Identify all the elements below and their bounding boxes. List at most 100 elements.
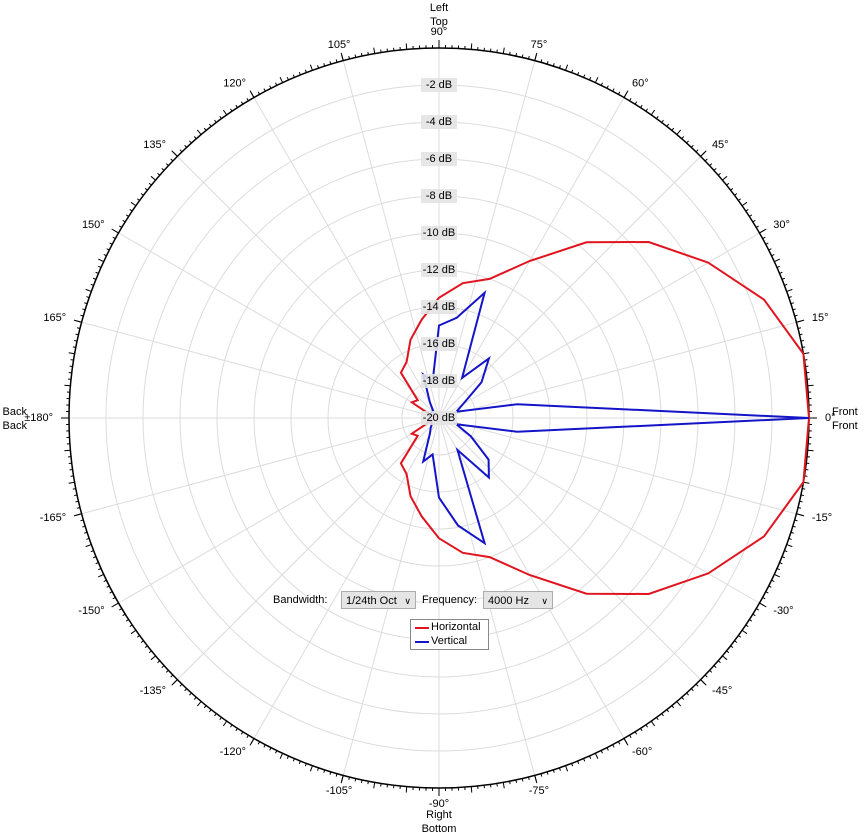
dropdown-arrow: ∨ [404,596,411,606]
minor-tick [196,701,202,707]
minor-tick [373,47,376,54]
minor-tick [797,327,802,329]
theta-tick [534,52,538,61]
minor-tick [92,277,97,280]
minor-tick [269,85,272,89]
minor-tick [109,242,113,245]
minor-tick [571,69,574,73]
minor-tick [82,308,86,311]
minor-tick [583,74,586,78]
minor-tick [765,242,769,245]
r-tick-label: -12 dB [423,264,455,276]
minor-tick [794,519,798,522]
minor-tick [84,302,88,305]
minor-tick [765,591,769,594]
minor-tick [797,507,802,509]
direction-label: Front [832,420,858,432]
r-tick-label: -2 dB [426,79,452,91]
theta-tick [700,679,707,686]
minor-tick [64,449,71,452]
minor-tick [713,665,717,668]
minor-tick [184,688,188,692]
minor-tick [509,781,511,785]
minor-tick [193,136,197,140]
minor-tick [565,765,569,772]
minor-tick [140,640,144,643]
theta-tick [534,775,538,784]
minor-tick [738,635,742,638]
minor-tick [807,449,814,452]
minor-tick [558,767,561,771]
theta-tick-label: -120° [220,746,246,758]
minor-tick [704,158,708,162]
minor-tick [640,728,643,732]
minor-tick [189,140,192,144]
minor-tick [106,248,110,251]
minor-tick [246,734,249,738]
minor-tick [170,158,174,162]
minor-tick [360,53,363,57]
minor-tick [257,91,261,95]
minor-tick [354,778,357,782]
minor-tick [666,709,670,713]
minor-tick [208,709,212,713]
minor-tick [779,271,783,274]
r-tick-label: -18 dB [423,375,455,387]
theta-tick-label: -45° [712,685,732,697]
grid-spoke [118,417,440,604]
grid-spoke [438,417,797,515]
minor-tick [157,172,161,176]
minor-tick [734,193,738,196]
minor-tick [800,339,804,342]
minor-tick [771,254,775,257]
r-label-bg [421,152,457,166]
minor-tick [509,51,511,55]
theta-tick [111,228,119,234]
minor-tick [323,63,326,67]
theta-tick-label: 150° [82,219,105,231]
minor-tick [72,346,76,348]
minor-tick [709,163,713,167]
series-line [421,289,810,546]
minor-tick [219,717,222,721]
minor-tick [612,744,615,748]
minor-tick [784,550,788,553]
minor-tick [98,568,102,571]
minor-tick [755,608,759,611]
minor-tick [752,219,756,223]
frequency-select[interactable]: 4000 Hz ∨ [483,591,553,609]
theta-tick [796,513,805,517]
grid-spoke [342,60,440,419]
minor-tick [521,778,524,782]
minor-tick [528,776,530,781]
direction-label: Bottom [422,823,457,835]
r-label-bg [421,189,457,203]
minor-tick [405,786,408,793]
r-label-bg [421,78,457,92]
minor-tick [98,258,104,263]
theta-tick-label: -150° [78,605,104,617]
grid-spoke [177,417,440,680]
theta-tick-label: 75° [531,39,548,51]
minor-tick [74,494,78,497]
minor-tick [676,701,682,707]
minor-tick [640,104,643,108]
minor-tick [800,494,804,497]
r-tick-label: -14 dB [423,301,455,313]
r-tick-label: -6 dB [426,153,452,165]
minor-tick [515,53,518,57]
minor-tick [690,688,694,692]
minor-tick [222,109,228,116]
minor-tick [335,773,338,777]
bandwidth-select[interactable]: 1/24th Oct ∨ [341,591,416,609]
theta-tick-label: 15° [812,312,829,324]
minor-tick [122,613,126,617]
minor-tick [730,645,734,649]
theta-tick [111,602,119,608]
minor-tick [730,187,734,191]
minor-tick [577,71,580,76]
minor-tick [136,635,140,638]
theta-tick-label: 45° [712,139,729,151]
minor-tick [98,573,104,578]
